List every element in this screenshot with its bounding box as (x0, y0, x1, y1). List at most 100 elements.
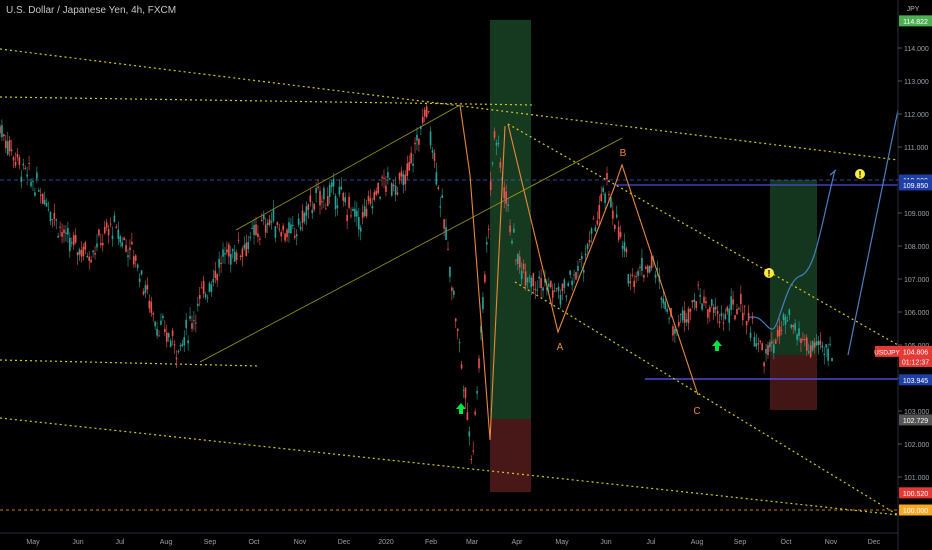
candle-body (445, 227, 447, 241)
candle-body (765, 348, 767, 354)
candle-body (712, 307, 715, 313)
candle-body (730, 296, 732, 310)
candle-body (792, 325, 795, 328)
candle-body (753, 336, 756, 347)
candle-body (518, 256, 521, 268)
candle-body (37, 190, 40, 192)
candle-body (78, 249, 81, 255)
candle-body (755, 343, 758, 347)
candle-body (549, 280, 552, 288)
candle-body (100, 243, 102, 246)
candle-body (32, 180, 34, 182)
candle-body (340, 186, 343, 190)
candle-body (152, 313, 155, 315)
trendline-upper (0, 48, 899, 161)
candle-body (113, 215, 116, 222)
y-tick-label: 106.000 (904, 310, 929, 317)
candle-body (517, 254, 519, 264)
x-tick-label: Aug (691, 539, 704, 546)
candle-body (307, 204, 310, 210)
x-tick-label: Feb (425, 539, 437, 546)
candle-body (158, 335, 160, 337)
candle-body (542, 287, 544, 291)
buy-arrow-icon (456, 403, 466, 414)
y-tick-label: 113.000 (904, 79, 929, 86)
candle-body (522, 263, 525, 270)
candle-body (305, 206, 308, 216)
candle-body (495, 142, 498, 146)
candle-body (736, 309, 738, 315)
candle-body (577, 265, 579, 271)
candle-body (319, 190, 321, 206)
candle-body (800, 338, 802, 343)
candle-body (266, 222, 269, 225)
candle-body (16, 153, 19, 158)
candle-body (602, 188, 604, 192)
candle-body (458, 342, 461, 344)
y-tick-label: 102.000 (904, 442, 929, 449)
candle-body (177, 351, 180, 353)
candle-body (819, 340, 822, 345)
candle-body (732, 299, 734, 305)
y-tick-label: 101.000 (904, 475, 929, 482)
candle-body (59, 226, 61, 228)
long-loss-zone-2 (770, 355, 817, 410)
candle-body (453, 290, 455, 295)
candle-body (780, 329, 783, 331)
y-tick-label: 111.000 (904, 145, 928, 152)
candle-body (689, 308, 692, 312)
candle-body (103, 226, 106, 234)
forecast-path-2 (847, 109, 899, 356)
candle-body (61, 232, 63, 237)
candle-body (586, 243, 589, 249)
candle-body (421, 116, 424, 123)
candle-body (88, 256, 91, 261)
candle-body (654, 274, 657, 278)
x-tick-label: Jun (600, 539, 611, 546)
candle-body (798, 328, 800, 336)
candle-body (466, 412, 469, 421)
symbol-label-box (875, 345, 899, 357)
candle-body (288, 222, 290, 233)
candle-body (8, 139, 11, 152)
x-tick-label: Jul (647, 539, 656, 546)
candle-body (738, 308, 740, 310)
candle-body (191, 323, 193, 329)
candle-body (239, 256, 242, 258)
candle-body (321, 201, 323, 203)
candle-body (65, 232, 67, 234)
candle-body (788, 309, 791, 315)
candle-body (189, 315, 191, 319)
candle-body (805, 337, 808, 351)
candle-body (226, 249, 228, 253)
candle-body (400, 171, 403, 177)
x-tick-label: Jul (116, 539, 125, 546)
x-tick-label: Jun (72, 539, 83, 546)
candle-body (299, 226, 302, 230)
candle-body (200, 287, 203, 289)
candle-body (101, 242, 104, 246)
candle-body (431, 150, 434, 153)
candle-body (169, 340, 172, 348)
candle-body (674, 328, 676, 334)
candle-body (641, 258, 643, 271)
price-label: 109.850 (903, 183, 928, 190)
forecast-path-1 (747, 169, 836, 330)
candle-body (51, 219, 54, 221)
candle-body (617, 226, 620, 240)
candle-body (282, 225, 284, 231)
candle-body (515, 259, 517, 261)
candle-body (441, 195, 443, 198)
candle-body (220, 262, 222, 265)
candle-body (354, 208, 356, 217)
candle-body (802, 339, 804, 341)
candle-body (387, 172, 389, 178)
candle-body (183, 337, 186, 346)
price-label: 114.822 (903, 19, 928, 26)
candle-body (462, 389, 465, 391)
candle-body (439, 206, 442, 208)
price-label-box (899, 179, 932, 191)
candle-body (111, 235, 114, 240)
price-label-box (899, 504, 932, 516)
